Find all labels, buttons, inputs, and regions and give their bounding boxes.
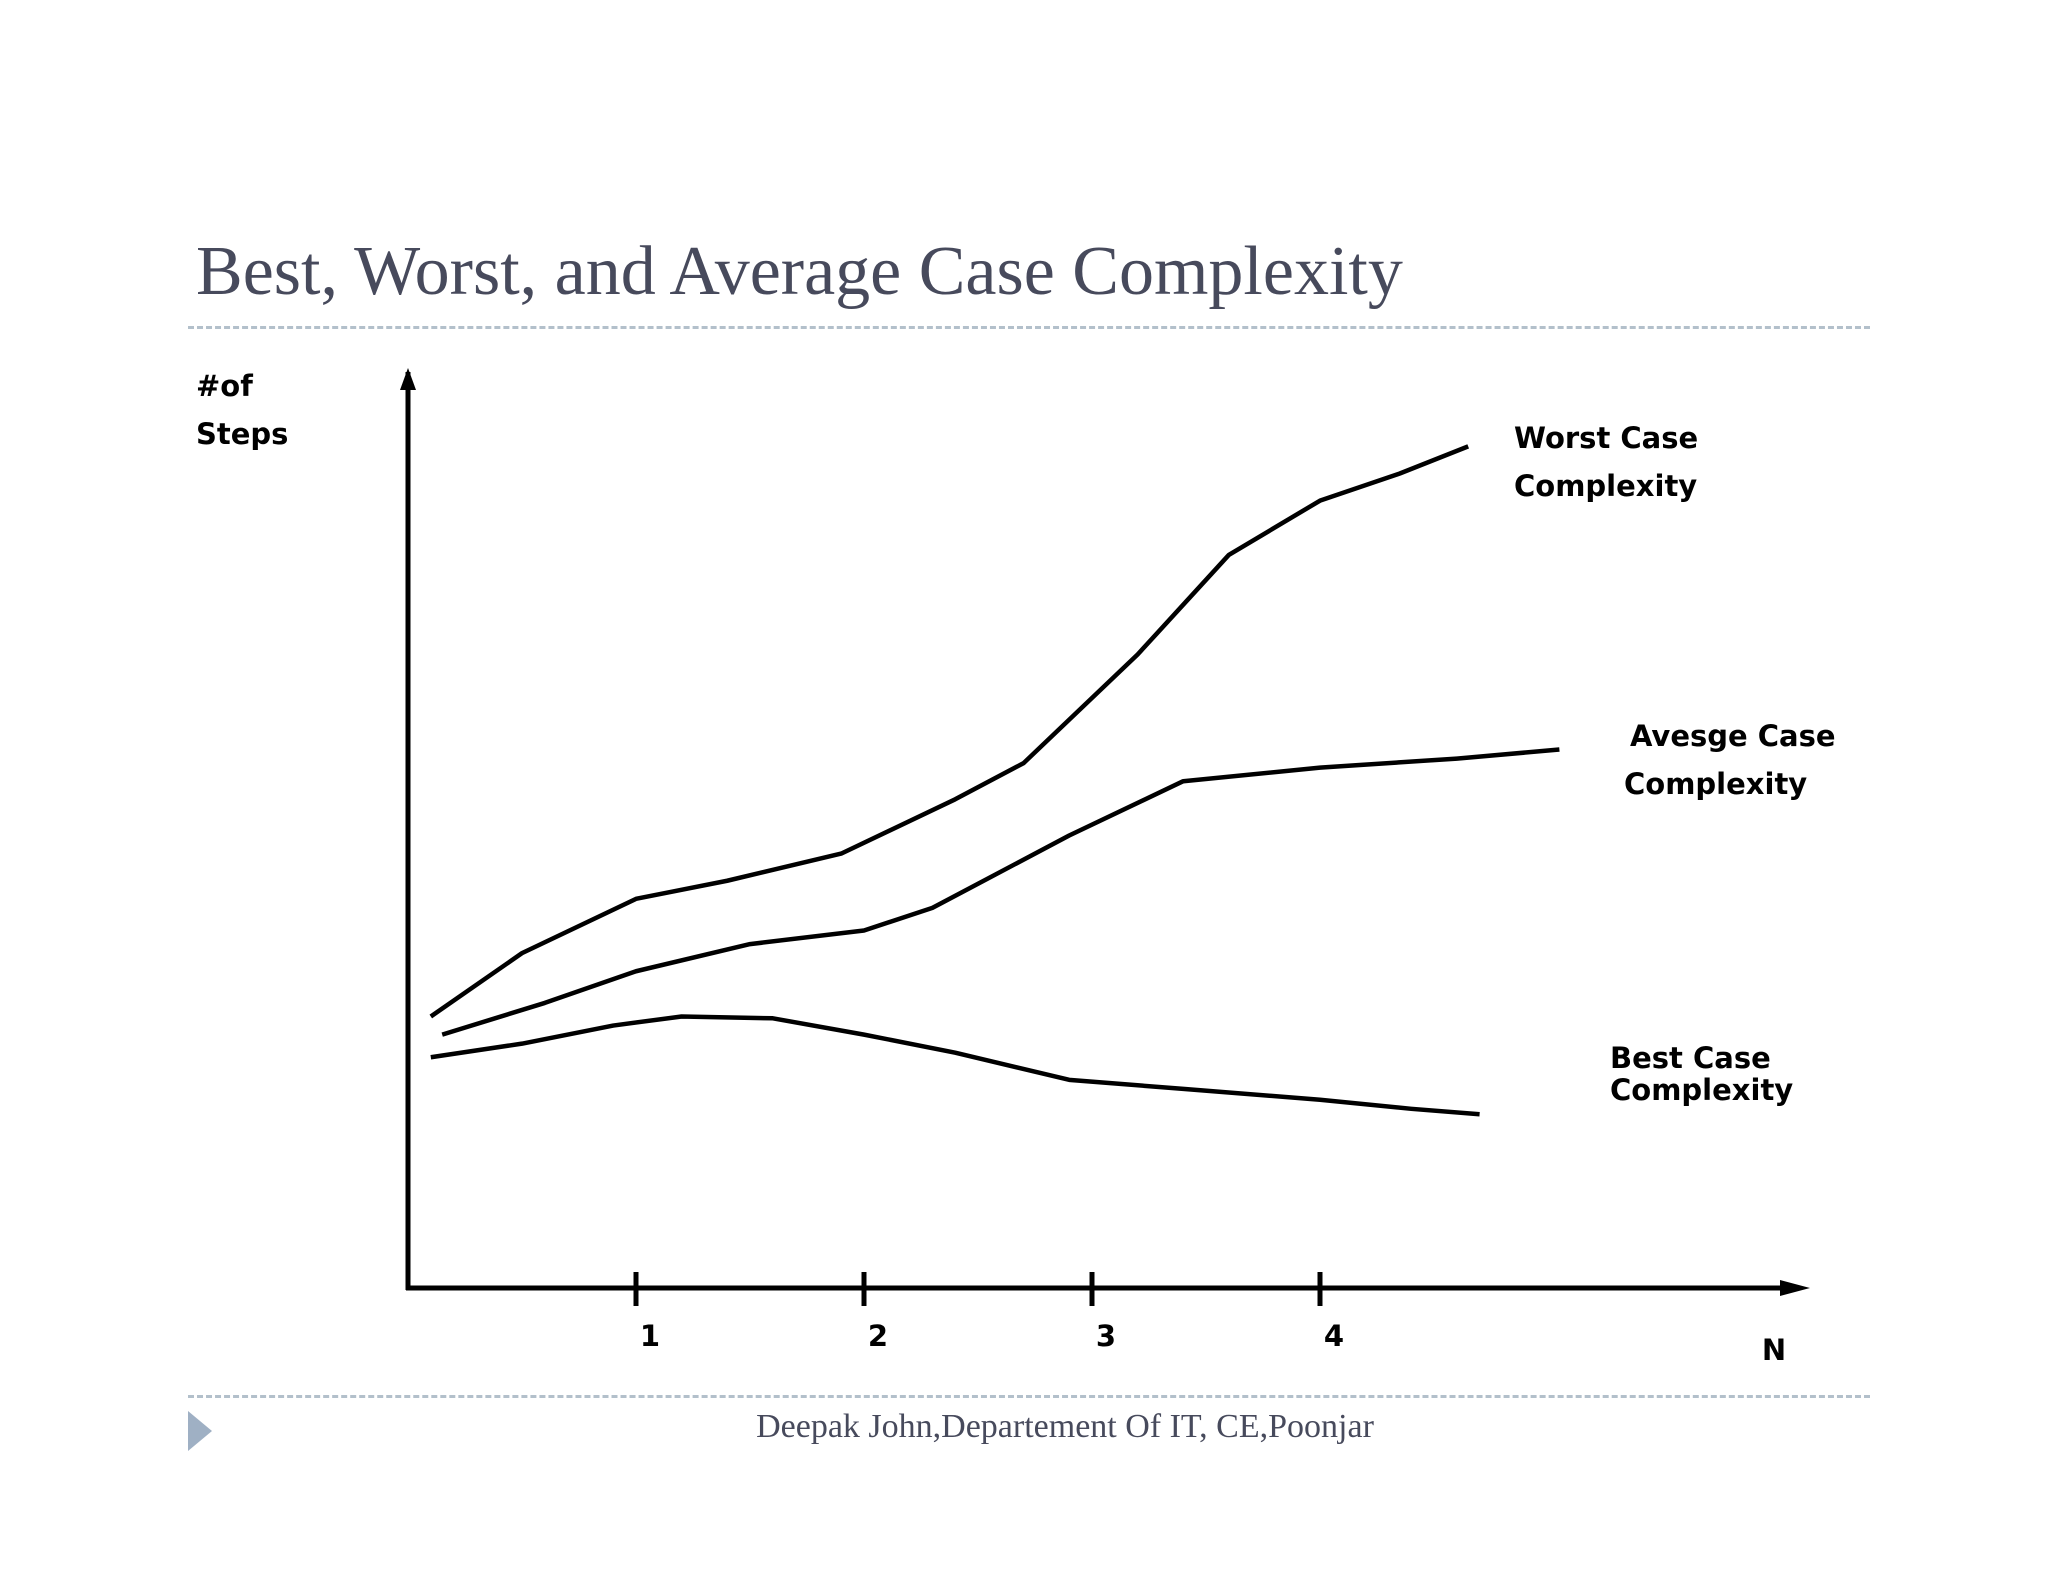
x-tick-label-2: 2: [868, 1319, 888, 1353]
series-labels: Worst Case Complexity Avesge Case Comple…: [1514, 421, 1836, 1107]
title-divider: [188, 326, 1870, 329]
y-axis-label-line-2: Steps: [196, 417, 288, 451]
series-lines: [429, 444, 1560, 1117]
x-axis-arrow: [1780, 1280, 1810, 1296]
footer-divider: [188, 1395, 1870, 1398]
worst-case-label-line-1: Worst Case: [1514, 421, 1698, 455]
slide-title: Best, Worst, and Average Case Complexity: [196, 233, 1403, 310]
best-case-label-line-2: Complexity: [1610, 1073, 1793, 1107]
x-tick-label-1: 1: [640, 1319, 660, 1353]
average-case-label-line-1: Avesge Case: [1630, 719, 1836, 753]
best-case-line: [430, 1014, 1480, 1117]
x-tick-label-3: 3: [1096, 1319, 1116, 1353]
x-axis-label: N: [1762, 1333, 1786, 1367]
average-case-label-line-2: Complexity: [1624, 767, 1807, 801]
y-axis-label-line-1: #of: [196, 369, 253, 403]
best-case-label-line-1: Best Case: [1610, 1041, 1771, 1075]
slide-footer: Deepak John,Departement Of IT, CE,Poonja…: [756, 1408, 1374, 1445]
x-ticks: 1 2 3 4: [633, 1272, 1344, 1353]
average-case-line: [441, 747, 1560, 1037]
worst-case-line: [429, 444, 1470, 1019]
footer-arrow-icon: [188, 1411, 212, 1451]
x-tick-label-4: 4: [1324, 1319, 1344, 1353]
worst-case-label-line-2: Complexity: [1514, 469, 1697, 503]
y-axis-arrow: [400, 368, 416, 390]
y-axis-label: #of Steps: [196, 369, 288, 451]
